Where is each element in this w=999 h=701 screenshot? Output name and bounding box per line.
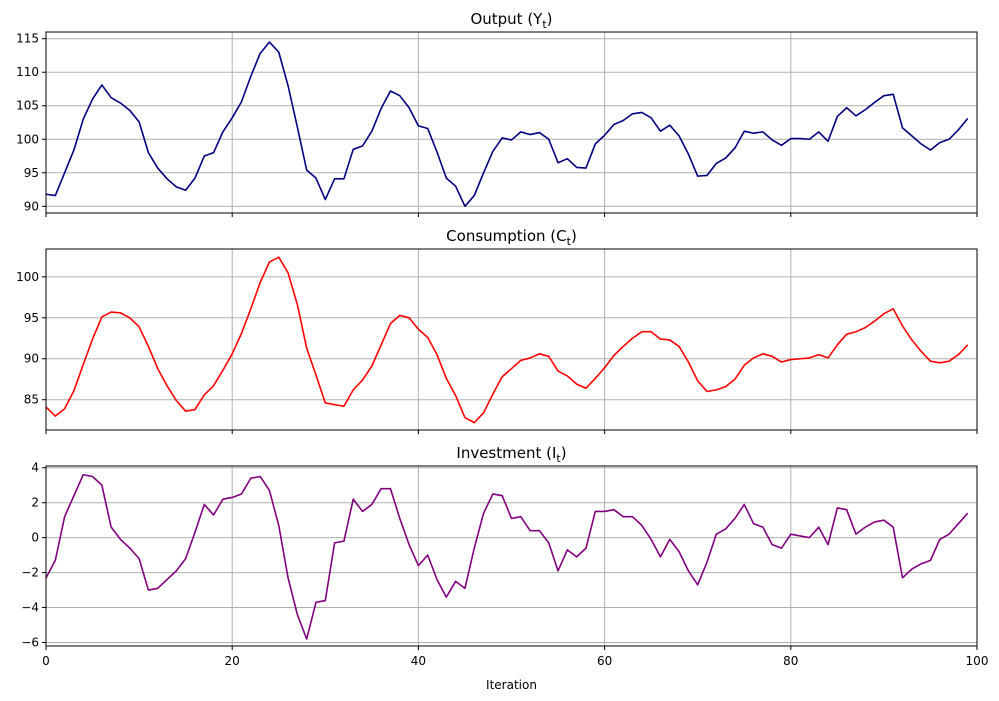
consumption-y-tick-label-0: 85 [24,393,39,407]
investment-y-tick-label-5: 4 [31,461,39,475]
investment-axes-frame [45,465,978,647]
investment-x-tick-label-3: 60 [597,654,612,668]
output-y-tick-label-2: 100 [16,132,39,146]
investment-y-tick-label-4: 2 [31,496,39,510]
output-y-tick-label-0: 90 [24,199,39,213]
investment-y-tick-label-2: −2 [21,566,39,580]
output-y-tick-label-5: 115 [16,32,39,46]
consumption-y-tick-label-2: 95 [24,311,39,325]
investment-x-tick-label-2: 40 [411,654,426,668]
consumption-y-tick-label-1: 90 [24,352,39,366]
consumption-series-line [45,256,969,424]
output-series-line [45,41,969,208]
investment-chart-title: Investment (It) [456,444,566,465]
consumption-panel: 85 90 95 100 Consumption (Ct) [16,227,978,434]
output-chart-title: Output (Yt) [470,10,552,31]
investment-series-line [45,473,969,640]
output-axes-frame [45,31,978,214]
investment-x-tick-label-4: 80 [783,654,798,668]
investment-x-tick-label-1: 20 [225,654,240,668]
investment-x-tick-label-0: 0 [42,654,50,668]
output-panel: 90 95 100 105 110 115 Output (Yt) [16,10,978,217]
consumption-chart-title: Consumption (Ct) [446,227,577,248]
investment-y-tick-label-0: −6 [21,636,39,650]
output-y-tick-label-4: 110 [16,65,39,79]
consumption-y-tick-label-3: 100 [16,270,39,284]
output-y-tick-label-3: 105 [16,99,39,113]
investment-x-tick-label-5: 100 [966,654,989,668]
investment-y-tick-label-1: −4 [21,601,39,615]
investment-y-tick-label-3: 0 [31,531,39,545]
consumption-axes-frame [45,248,978,431]
investment-x-axis-label: Iteration [486,678,537,692]
output-y-tick-label-1: 95 [24,166,39,180]
